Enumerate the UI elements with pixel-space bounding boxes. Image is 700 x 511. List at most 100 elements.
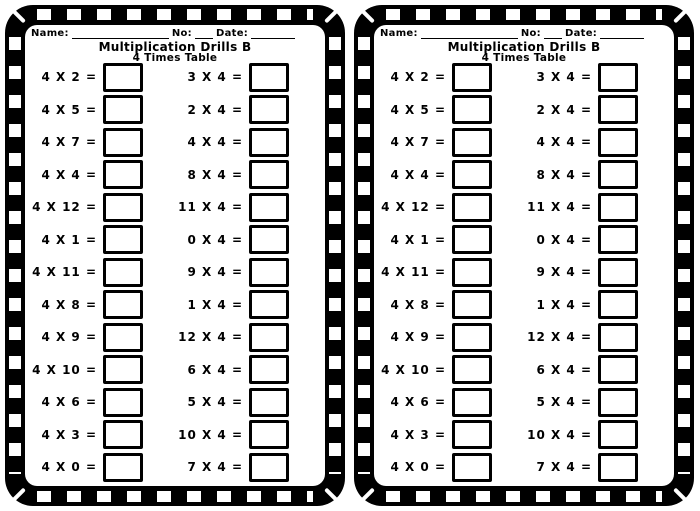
answer-box[interactable] bbox=[452, 225, 492, 255]
answer-box[interactable] bbox=[103, 62, 143, 92]
answer-box[interactable] bbox=[103, 192, 143, 222]
answer-box[interactable] bbox=[249, 160, 289, 190]
answer-box[interactable] bbox=[452, 192, 492, 222]
answer-box[interactable] bbox=[452, 322, 492, 352]
answer-box[interactable] bbox=[452, 420, 492, 450]
answer-box[interactable] bbox=[598, 257, 638, 287]
answer-box[interactable] bbox=[598, 95, 638, 125]
answer-box[interactable] bbox=[598, 160, 638, 190]
problem-label: 6 X 4 = bbox=[536, 362, 592, 377]
answer-box[interactable] bbox=[103, 420, 143, 450]
problem-row: 4 X 4 = bbox=[524, 126, 638, 159]
answer-box[interactable] bbox=[452, 160, 492, 190]
answer-box[interactable] bbox=[103, 452, 143, 482]
problem-label: 5 X 4 = bbox=[187, 395, 243, 410]
problem-row: 6 X 4 = bbox=[175, 354, 289, 387]
answer-box[interactable] bbox=[452, 62, 492, 92]
problem-row: 2 X 4 = bbox=[524, 94, 638, 127]
problem-label: 4 X 2 = bbox=[41, 70, 97, 85]
problem-row: 4 X 4 = bbox=[175, 126, 289, 159]
answer-box[interactable] bbox=[103, 127, 143, 157]
answer-box[interactable] bbox=[452, 355, 492, 385]
problem-label: 8 X 4 = bbox=[187, 167, 243, 182]
answer-box[interactable] bbox=[452, 95, 492, 125]
answer-box[interactable] bbox=[452, 452, 492, 482]
corner-notch bbox=[360, 8, 375, 24]
answer-box[interactable] bbox=[598, 420, 638, 450]
answer-box[interactable] bbox=[103, 387, 143, 417]
problem-row: 6 X 4 = bbox=[524, 354, 638, 387]
worksheet-page-1: Name: No: Date: Multiplication Drills B … bbox=[5, 5, 345, 506]
problem-row: 4 X 2 = bbox=[380, 61, 492, 94]
answer-box[interactable] bbox=[249, 95, 289, 125]
problem-label: 4 X 0 = bbox=[390, 460, 446, 475]
worksheet-content: Name: No: Date: Multiplication Drills B … bbox=[374, 25, 674, 486]
answer-box[interactable] bbox=[249, 192, 289, 222]
answer-box[interactable] bbox=[249, 420, 289, 450]
problem-row: 4 X 7 = bbox=[380, 126, 492, 159]
answer-box[interactable] bbox=[598, 62, 638, 92]
problem-row: 5 X 4 = bbox=[175, 386, 289, 419]
problem-row: 10 X 4 = bbox=[524, 419, 638, 452]
problem-row: 4 X 7 = bbox=[31, 126, 143, 159]
problem-label: 4 X 11 = bbox=[381, 265, 446, 280]
corner-notch bbox=[673, 487, 688, 503]
answer-box[interactable] bbox=[598, 322, 638, 352]
name-label: Name: bbox=[31, 28, 69, 39]
date-blank-line[interactable] bbox=[251, 28, 296, 39]
answer-box[interactable] bbox=[249, 355, 289, 385]
problem-row: 4 X 5 = bbox=[380, 94, 492, 127]
problem-label: 1 X 4 = bbox=[187, 297, 243, 312]
problem-label: 0 X 4 = bbox=[187, 232, 243, 247]
answer-box[interactable] bbox=[598, 355, 638, 385]
answer-box[interactable] bbox=[598, 192, 638, 222]
answer-box[interactable] bbox=[452, 290, 492, 320]
answer-box[interactable] bbox=[103, 95, 143, 125]
answer-box[interactable] bbox=[598, 452, 638, 482]
problem-row: 4 X 5 = bbox=[31, 94, 143, 127]
answer-box[interactable] bbox=[103, 355, 143, 385]
problem-label: 1 X 4 = bbox=[536, 297, 592, 312]
corner-notch bbox=[324, 487, 339, 503]
problem-label: 5 X 4 = bbox=[536, 395, 592, 410]
answer-box[interactable] bbox=[452, 127, 492, 157]
answer-box[interactable] bbox=[103, 322, 143, 352]
answer-box[interactable] bbox=[249, 290, 289, 320]
answer-box[interactable] bbox=[598, 290, 638, 320]
answer-box[interactable] bbox=[598, 127, 638, 157]
problem-label: 12 X 4 = bbox=[178, 330, 243, 345]
answer-box[interactable] bbox=[249, 127, 289, 157]
answer-box[interactable] bbox=[249, 452, 289, 482]
problem-row: 4 X 8 = bbox=[380, 289, 492, 322]
header-row: Name: No: Date: bbox=[31, 28, 321, 39]
worksheet-subtitle: 4 Times Table bbox=[132, 52, 218, 64]
name-blank-line[interactable] bbox=[420, 28, 518, 39]
answer-box[interactable] bbox=[103, 225, 143, 255]
problem-row: 12 X 4 = bbox=[175, 321, 289, 354]
problem-label: 4 X 3 = bbox=[390, 427, 446, 442]
answer-box[interactable] bbox=[249, 62, 289, 92]
answer-box[interactable] bbox=[249, 322, 289, 352]
no-blank-line[interactable] bbox=[194, 28, 213, 39]
answer-box[interactable] bbox=[103, 160, 143, 190]
answer-box[interactable] bbox=[249, 387, 289, 417]
answer-box[interactable] bbox=[598, 225, 638, 255]
problem-label: 4 X 10 = bbox=[32, 362, 97, 377]
problem-label: 4 X 5 = bbox=[41, 102, 97, 117]
problem-label: 4 X 1 = bbox=[41, 232, 97, 247]
name-blank-line[interactable] bbox=[71, 28, 169, 39]
problem-row: 4 X 0 = bbox=[31, 451, 143, 484]
name-label: Name: bbox=[380, 28, 418, 39]
answer-box[interactable] bbox=[103, 290, 143, 320]
problem-row: 4 X 6 = bbox=[31, 386, 143, 419]
answer-box[interactable] bbox=[452, 257, 492, 287]
date-blank-line[interactable] bbox=[600, 28, 645, 39]
problem-label: 4 X 8 = bbox=[41, 297, 97, 312]
answer-box[interactable] bbox=[103, 257, 143, 287]
answer-box[interactable] bbox=[249, 225, 289, 255]
answer-box[interactable] bbox=[452, 387, 492, 417]
answer-box[interactable] bbox=[598, 387, 638, 417]
answer-box[interactable] bbox=[249, 257, 289, 287]
no-blank-line[interactable] bbox=[543, 28, 562, 39]
problem-row: 4 X 11 = bbox=[31, 256, 143, 289]
